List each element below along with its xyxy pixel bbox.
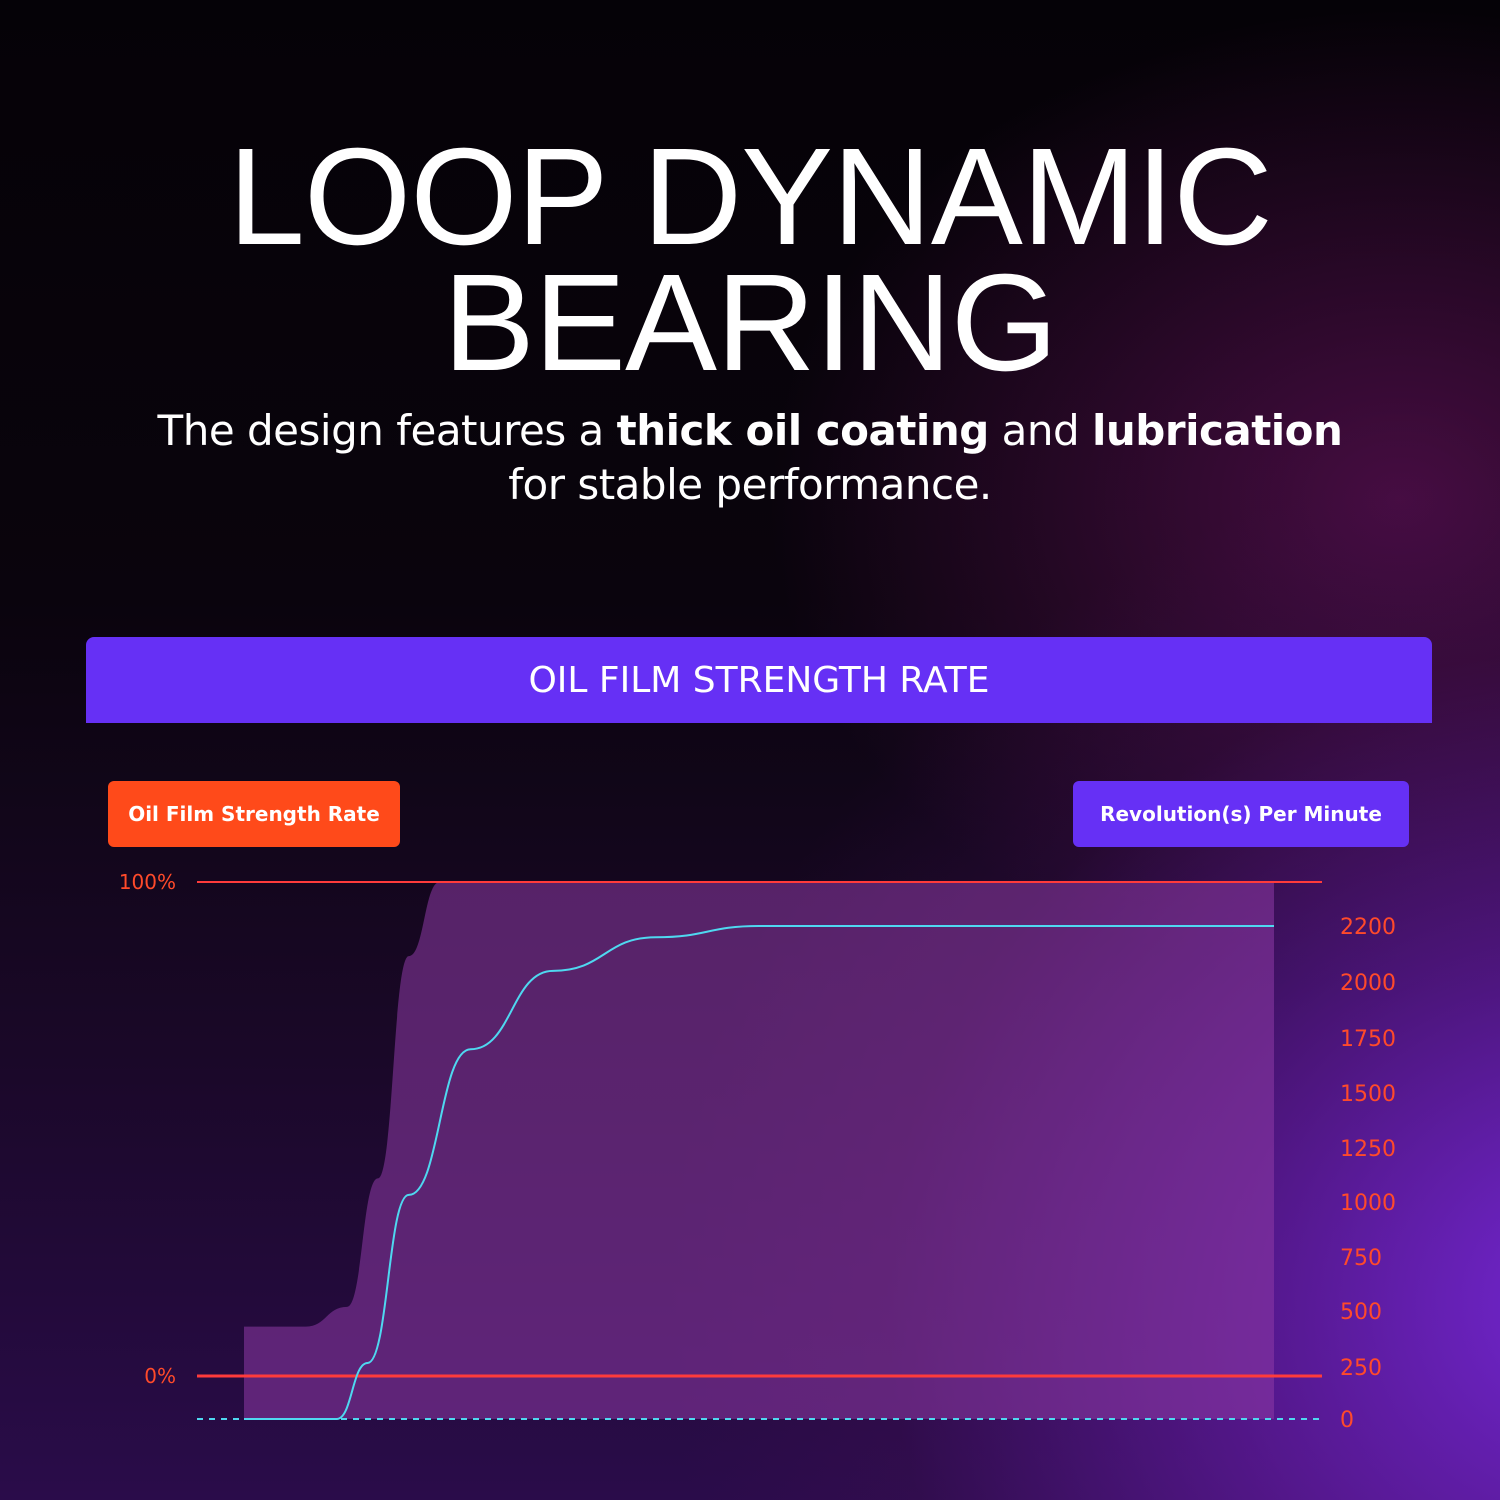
right-tick-label: 250 — [1340, 1356, 1382, 1381]
right-tick-label: 500 — [1340, 1300, 1382, 1325]
subtitle-bold-1: thick oil coating — [616, 406, 990, 455]
chart-title-banner: OIL FILM STRENGTH RATE — [86, 637, 1432, 723]
left-tick-label: 100% — [119, 870, 176, 894]
subtitle-bold-2: lubrication — [1092, 406, 1343, 455]
rpm-line — [244, 924, 1274, 1421]
strength-area — [244, 882, 1274, 1419]
legend-rpm: Revolution(s) Per Minute — [1073, 781, 1409, 847]
chart-layer: 100% 0% 2200 2000 1750 1500 1250 1000 750 500 250 0 — [119, 870, 1396, 1433]
subtitle-line-1: The design features a thick oil coating … — [0, 404, 1500, 458]
subtitle-text-1: The design features a — [157, 406, 617, 455]
right-tick-label: 1250 — [1340, 1137, 1396, 1162]
right-tick-label: 1000 — [1340, 1191, 1396, 1216]
right-tick-label: 2200 — [1340, 915, 1396, 940]
chart-title: OIL FILM STRENGTH RATE — [528, 659, 990, 701]
subtitle-text-2: and — [988, 406, 1092, 455]
right-tick-label: 1500 — [1340, 1082, 1396, 1107]
right-tick-label: 2000 — [1340, 971, 1396, 996]
right-tick-label: 0 — [1340, 1408, 1354, 1433]
subtitle-line-2: for stable performance. — [508, 460, 992, 509]
subtitle: The design features a thick oil coating … — [0, 404, 1500, 512]
right-tick-label: 750 — [1340, 1246, 1382, 1271]
left-tick-label: 0% — [144, 1364, 176, 1388]
legend-oil-film-strength: Oil Film Strength Rate — [108, 781, 400, 847]
right-tick-label: 1750 — [1340, 1027, 1396, 1052]
page-title-line-1: LOOP DYNAMIC — [228, 120, 1273, 274]
page-title-line-2: BEARING — [442, 246, 1058, 400]
